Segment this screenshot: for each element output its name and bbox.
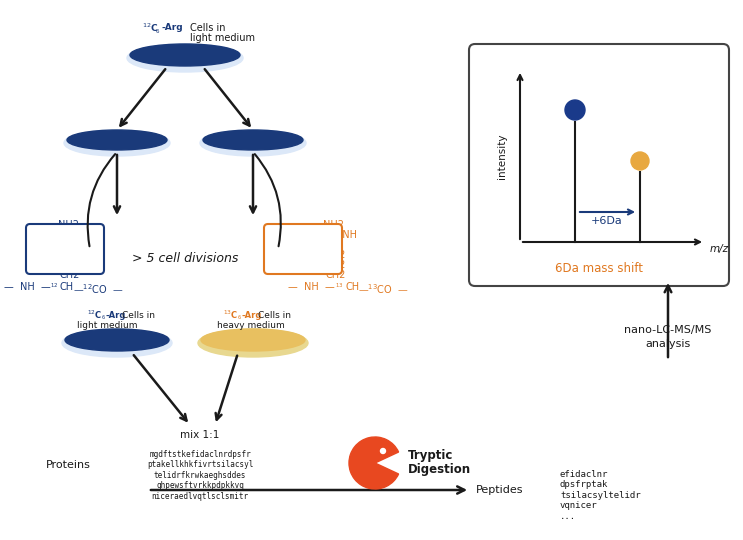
Ellipse shape [203,130,303,150]
Text: $^{12}$C: $^{12}$C [50,230,66,242]
Ellipse shape [64,130,170,156]
Text: $_6$: $_6$ [237,314,242,322]
Text: $_6$: $_6$ [155,26,160,36]
Ellipse shape [565,100,585,120]
Text: $^{13}$C: $^{13}$C [315,230,331,242]
Text: NH: NH [60,240,75,250]
Text: $^{13}$C: $^{13}$C [223,309,239,321]
Ellipse shape [67,130,167,150]
Text: Cells in: Cells in [190,23,225,33]
Text: $^{12}$: $^{12}$ [50,282,59,291]
Text: $^{13}$: $^{13}$ [335,282,343,291]
Text: Peptides: Peptides [476,485,524,495]
Text: $^{12}$C: $^{12}$C [47,236,65,250]
Text: -Arg: -Arg [241,310,262,320]
Ellipse shape [631,152,649,170]
Ellipse shape [198,329,308,357]
Text: +6Da: +6Da [591,216,623,226]
Text: light medium: light medium [190,33,255,43]
Ellipse shape [127,44,243,72]
Text: NH2: NH2 [58,220,79,230]
Text: = NH: = NH [66,230,92,240]
Text: -Arg: -Arg [105,310,126,320]
Text: > 5 cell divisions: > 5 cell divisions [132,252,239,265]
Text: $^{13}$: $^{13}$ [315,260,323,269]
Text: —$^{12}$CO  —: —$^{12}$CO — [73,282,124,296]
Text: CH2: CH2 [60,270,80,280]
Text: -Arg: -Arg [161,24,183,32]
Text: 6Da mass shift: 6Da mass shift [555,261,643,274]
Ellipse shape [200,130,306,156]
Text: CH2: CH2 [60,250,80,260]
Text: NH2: NH2 [323,220,344,230]
Text: intensity: intensity [497,133,507,179]
Text: Proteins: Proteins [45,460,91,470]
Text: —  NH  —: — NH — [288,282,335,292]
Text: CH: CH [345,282,359,292]
Ellipse shape [65,329,169,351]
Text: Cells in: Cells in [122,310,155,320]
Text: $^{12}$C: $^{12}$C [87,309,103,321]
FancyBboxPatch shape [264,224,342,274]
Text: light medium: light medium [77,321,137,329]
Text: -Arg: -Arg [303,238,328,248]
Text: $_6$: $_6$ [299,242,305,252]
Text: $^{12}$: $^{12}$ [50,250,59,259]
Text: mgdftstkefidaclnrdpsfr
ptakellkhkfivrtsilacsyl
telidrfkrwkaeghsddes
ghpewsftvrkk: mgdftstkefidaclnrdpsfr ptakellkhkfivrtsi… [147,450,253,501]
Text: $^{12}$C: $^{12}$C [142,22,158,34]
Text: Digestion: Digestion [408,463,471,476]
Text: CH2: CH2 [325,250,345,260]
Text: $^{12}$: $^{12}$ [50,270,59,279]
Text: efidaclnr
dpsfrptak
tsilacsyltelidr
vqnicer
...: efidaclnr dpsfrptak tsilacsyltelidr vqni… [560,470,640,521]
FancyBboxPatch shape [469,44,729,286]
Ellipse shape [62,329,172,357]
Text: mix 1:1: mix 1:1 [181,430,220,440]
Text: —  NH  —: — NH — [4,282,51,292]
Text: —$^{13}$CO  —: —$^{13}$CO — [358,282,409,296]
Text: $^{13}$C: $^{13}$C [283,236,302,250]
Ellipse shape [130,44,240,66]
Text: $_6$: $_6$ [101,314,106,322]
Text: $^{13}$: $^{13}$ [315,250,323,259]
FancyBboxPatch shape [26,224,104,274]
Ellipse shape [380,449,386,454]
Text: nano-LC-MS/MS: nano-LC-MS/MS [624,325,712,335]
Wedge shape [349,437,398,489]
Text: heavy medium: heavy medium [217,321,285,329]
Text: $^{13}$: $^{13}$ [315,270,323,279]
Text: CH2: CH2 [325,260,345,270]
Text: m/z: m/z [710,244,729,254]
Text: $^{12}$: $^{12}$ [50,260,59,269]
Text: CH2: CH2 [60,260,80,270]
Ellipse shape [201,329,305,351]
Text: analysis: analysis [646,339,691,349]
Text: Cells in: Cells in [258,310,291,320]
Text: Tryptic: Tryptic [408,449,453,462]
Text: CH2: CH2 [325,270,345,280]
Text: $_6$: $_6$ [62,242,68,252]
Text: = NH: = NH [331,230,357,240]
Text: NH: NH [325,240,340,250]
Text: -Arg: -Arg [66,238,91,248]
Text: CH: CH [60,282,74,292]
